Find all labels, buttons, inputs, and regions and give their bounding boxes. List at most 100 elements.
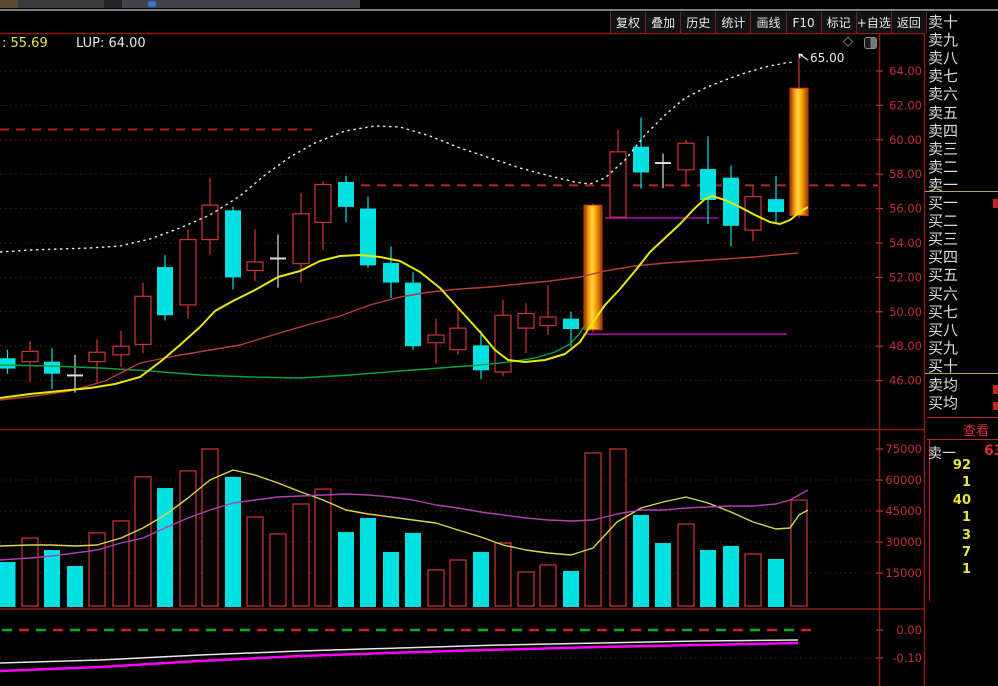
volume-yellow-ma [0,469,809,556]
volume-bar-up [292,503,310,607]
toolbar-button-5[interactable]: F10 [785,12,821,33]
volume-bar-down [44,550,60,607]
toolbar-button-1[interactable]: 叠加 [645,12,680,33]
orderbook-divider [929,439,930,601]
toolbar-button-7[interactable]: +自选 [855,12,891,33]
candle-down [44,361,60,374]
toolbar-button-3[interactable]: 统计 [715,12,750,33]
yellow-ma [0,195,809,399]
volume-bar-down [563,570,579,607]
candle-down [768,199,784,213]
annotation-arrow [798,53,804,56]
white-dotted-ma [0,61,796,253]
volume-bar-down [338,532,354,607]
orderbook-divider [927,439,998,440]
buy-level-1[interactable]: 买一 [928,194,959,212]
volume-bar-up [21,537,39,607]
sell-level-6[interactable]: 卖五 [928,103,959,122]
queue-number: 1 [961,510,971,526]
sell-level-8[interactable]: 卖三 [928,139,959,158]
green-ma [0,324,586,379]
indicator-axis-label: 0.00 [896,623,922,637]
diamond-icon[interactable]: ◇ [843,34,853,49]
ma-value-label: : 55.69 [2,36,48,51]
queue-number: 7 [961,545,971,560]
sell-level-2[interactable]: 卖九 [928,31,959,50]
candle-down [700,169,716,200]
red-ma [0,252,799,401]
sell-level-7[interactable]: 卖四 [928,121,959,140]
sell-level-10[interactable]: 卖一 [928,175,959,194]
volume-bar-down [67,565,83,607]
sell-one-label: 卖一 [928,446,956,462]
volume-bar-up [314,488,332,607]
price-axis-label: 62.00 [889,98,922,112]
buy-level-7[interactable]: 买七 [928,302,959,321]
toolbar-button-2[interactable]: 历史 [680,12,715,33]
titlebar-fragment [0,0,18,8]
buy-level-2[interactable]: 买二 [928,212,959,231]
buy-level-8[interactable]: 买八 [928,320,959,339]
buy-level-5[interactable]: 买五 [928,266,959,285]
volume-bar-up [246,516,264,607]
toolbar-button-6[interactable]: 标记 [820,12,856,33]
candle-up [427,334,445,344]
toolbar-button-8[interactable]: 返回 [890,12,927,33]
buy-level-4[interactable]: 买四 [928,248,959,267]
toolbar-button-0[interactable]: 复权 [610,12,645,33]
buy-level-9[interactable]: 买九 [928,338,959,357]
titlebar-fragment [122,0,360,8]
volume-bar-up [269,533,287,607]
volume-magenta-ma [0,489,809,561]
candle-up [179,238,197,306]
price-axis-label: 50.00 [889,305,922,319]
volume-bar-up [201,448,219,607]
titlebar-icon [148,1,156,7]
candle-down [405,282,421,347]
order-book-panel: 卖十 卖九 卖八 卖七 卖六 卖五 卖四 卖三 卖二 卖一 买一 买二 买三 买四 买五 买六 买七 买八 买九 买十… [925,0,998,686]
candle-up [539,316,557,327]
buy-level-3[interactable]: 买三 [928,230,959,249]
volume-bar-up [134,476,152,607]
volume-bar-down [0,562,16,607]
sell-average-row[interactable]: 卖均 [928,376,959,394]
buy-level-10[interactable]: 买十 [928,356,959,375]
sell-level-1[interactable]: 卖十 [928,13,959,31]
split-panel-icon[interactable] [864,37,877,49]
price-annotation: 65.00 [810,51,845,65]
volume-bar-up [427,569,445,607]
candle-up [494,314,512,373]
candle-up [88,351,106,363]
view-link[interactable]: 查看 [963,424,990,439]
clipped-text-fragment [993,385,998,394]
orderbook-divider [927,417,998,418]
candle-down [0,358,16,369]
volume-bar-up [584,452,602,607]
price-axis-label: 52.00 [889,270,922,284]
sell-level-5[interactable]: 卖六 [928,85,959,104]
candle-down [563,318,579,329]
buy-level-6[interactable]: 买六 [928,284,959,303]
toolbar-button-4[interactable]: 画线 [750,12,785,33]
indicator-axis-label: -0.10 [892,651,922,665]
volume-bar-down [383,551,399,607]
annotation-arrow [798,53,801,59]
sell-level-3[interactable]: 卖八 [928,49,959,68]
candle-gold [583,204,603,331]
volume-bar-down [723,545,739,607]
titlebar-fragment [18,0,104,8]
price-axis-label: 58.00 [889,167,922,181]
indicator-magenta-line [0,641,799,673]
price-axis-label: 60.00 [889,133,922,147]
candle-down [157,267,173,316]
sell-level-9[interactable]: 卖二 [928,157,959,176]
price-axis-label: 48.00 [889,339,922,353]
candle-down [473,345,489,371]
buy-average-row[interactable]: 买均 [928,394,959,413]
sell-one-price: 63 [984,443,998,459]
sell-level-4[interactable]: 卖七 [928,67,959,86]
queue-number: 1 [961,562,971,578]
volume-bar-up [609,448,627,607]
